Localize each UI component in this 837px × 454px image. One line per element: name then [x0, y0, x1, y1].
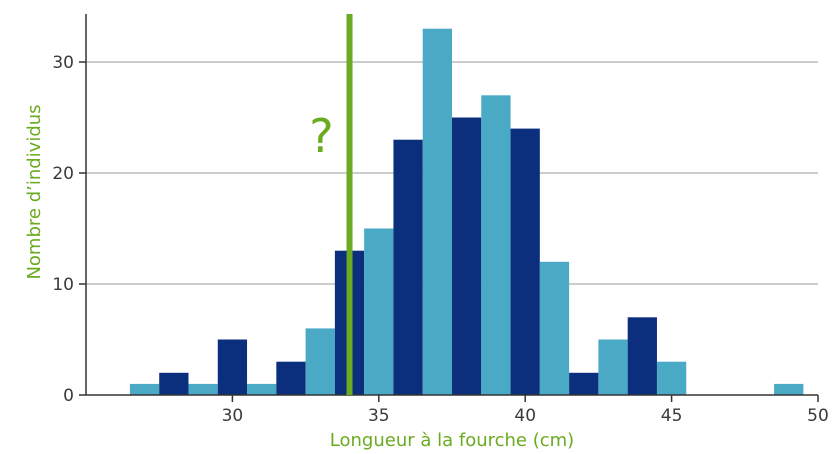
- histogram-bar: [393, 139, 423, 395]
- histogram-bar: [247, 383, 277, 395]
- y-tick-label: 0: [63, 386, 74, 406]
- histogram-bar: [598, 339, 628, 395]
- bars: [129, 28, 804, 396]
- marker-label: ?: [309, 109, 333, 163]
- histogram-bar: [129, 383, 160, 395]
- tick-labels: 0 10 20 30 30 35 40 45 50: [52, 53, 828, 426]
- histogram-bar: [656, 361, 687, 395]
- histogram-bar: [188, 383, 218, 395]
- histogram-bar: [159, 372, 189, 395]
- histogram-bar: [305, 328, 335, 395]
- histogram-bar: [276, 361, 306, 395]
- histogram-bar: [217, 339, 248, 395]
- y-axis-title: Nombre d’individus: [24, 104, 45, 279]
- histogram-bar: [539, 261, 570, 395]
- histogram-bar: [481, 95, 511, 396]
- y-tick-label: 10: [52, 275, 74, 295]
- x-tick-label: 40: [514, 406, 536, 426]
- y-tick-label: 20: [52, 164, 74, 184]
- histogram-bar: [510, 128, 540, 395]
- axes: [85, 14, 818, 396]
- x-axis-title: Longueur à la fourche (cm): [330, 430, 574, 451]
- histogram-bar: [569, 372, 599, 395]
- histogram-bar: [452, 117, 482, 395]
- histogram-bar: [774, 383, 804, 395]
- x-tick-label: 30: [222, 406, 244, 426]
- histogram-bar: [627, 317, 657, 395]
- x-tick-label: 35: [368, 406, 390, 426]
- histogram-bar: [364, 228, 394, 395]
- marker: ?: [309, 14, 353, 395]
- x-tick-label: 45: [661, 406, 683, 426]
- histogram-bar: [422, 28, 452, 395]
- y-tick-label: 30: [52, 53, 74, 73]
- x-tick-label: 50: [807, 406, 829, 426]
